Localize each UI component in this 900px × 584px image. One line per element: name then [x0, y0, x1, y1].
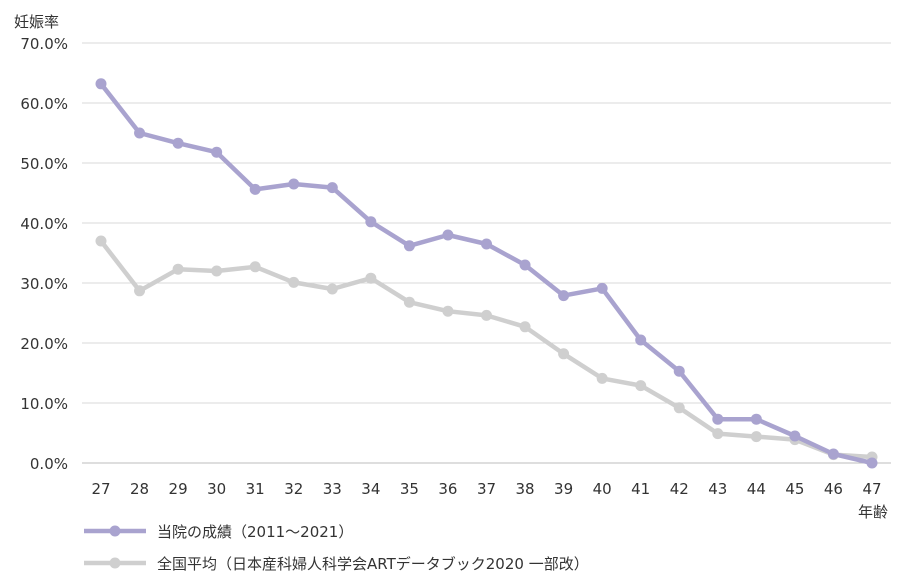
legend-item: 全国平均（日本産科婦人科学会ARTデータブック2020 一部改）	[84, 555, 589, 573]
x-axis-title: 年齢	[858, 503, 888, 521]
x-tick-label: 41	[631, 480, 650, 498]
data-point	[365, 216, 377, 228]
data-point	[596, 372, 608, 384]
legend-label: 全国平均（日本産科婦人科学会ARTデータブック2020 一部改）	[157, 555, 589, 573]
y-tick-label: 30.0%	[20, 275, 68, 293]
data-point	[326, 182, 338, 194]
data-point	[750, 413, 762, 425]
data-point	[481, 309, 492, 321]
data-point	[95, 78, 107, 90]
y-tick-label: 0.0%	[30, 455, 68, 473]
data-point	[673, 402, 685, 414]
data-point	[442, 229, 454, 241]
series-1	[95, 78, 878, 469]
x-tick-label: 39	[554, 480, 573, 498]
x-tick-label: 31	[246, 480, 265, 498]
data-point	[596, 282, 608, 294]
data-point	[365, 272, 377, 284]
series-2	[95, 235, 878, 463]
x-tick-label: 45	[785, 480, 804, 498]
legend-swatch-marker	[109, 525, 121, 537]
data-point	[519, 259, 531, 271]
data-point	[211, 265, 223, 277]
y-axis-title: 妊娠率	[14, 13, 59, 31]
data-point	[134, 285, 146, 297]
data-point	[288, 276, 300, 288]
x-tick-label: 32	[284, 480, 303, 498]
y-tick-label: 20.0%	[20, 335, 68, 353]
x-tick-label: 38	[516, 480, 535, 498]
legend-item: 当院の成績（2011～2021）	[84, 523, 353, 541]
data-point	[866, 457, 878, 469]
data-point	[827, 448, 839, 460]
data-point	[172, 137, 184, 149]
x-tick-label: 43	[708, 480, 727, 498]
legend-label: 当院の成績（2011～2021）	[157, 523, 353, 541]
data-point	[558, 290, 570, 302]
data-point	[673, 365, 685, 377]
gridlines	[82, 42, 891, 464]
x-tick-label: 40	[593, 480, 612, 498]
data-point	[635, 380, 647, 392]
y-tick-label: 50.0%	[20, 155, 68, 173]
x-axis-ticks: 27 28 29 30 31 32 33 34 35 36 37 38 39 40 41 42 43 44 45 46…	[91, 480, 881, 498]
y-tick-label: 70.0%	[20, 35, 68, 53]
x-tick-label: 47	[862, 480, 881, 498]
x-tick-label: 42	[670, 480, 689, 498]
data-point	[712, 428, 724, 440]
data-point	[172, 263, 184, 275]
legend: 当院の成績（2011～2021） 全国平均（日本産科婦人科学会ARTデータブック2…	[84, 523, 589, 573]
data-point	[403, 296, 415, 308]
data-point	[442, 305, 454, 317]
x-tick-label: 27	[91, 480, 110, 498]
data-point	[288, 178, 300, 190]
x-tick-label: 44	[747, 480, 766, 498]
series-group	[95, 78, 878, 469]
data-point	[249, 183, 261, 195]
data-point	[712, 413, 724, 425]
data-point	[789, 430, 801, 442]
y-axis-ticks: 0.0% 10.0% 20.0% 30.0% 40.0% 50.0% 60.0% 70.0%	[20, 35, 68, 473]
data-point	[558, 348, 570, 360]
x-tick-label: 30	[207, 480, 226, 498]
data-point	[95, 235, 107, 247]
y-tick-label: 10.0%	[20, 395, 68, 413]
data-point	[519, 321, 531, 333]
y-tick-label: 60.0%	[20, 95, 68, 113]
y-tick-label: 40.0%	[20, 215, 68, 233]
data-point	[750, 431, 762, 443]
data-point	[635, 334, 647, 346]
x-tick-label: 37	[477, 480, 496, 498]
x-tick-label: 36	[438, 480, 457, 498]
data-point	[211, 146, 223, 158]
data-point	[134, 127, 146, 139]
data-point	[403, 240, 415, 252]
x-tick-label: 33	[323, 480, 342, 498]
x-tick-label: 29	[169, 480, 188, 498]
x-tick-label: 34	[361, 480, 380, 498]
x-tick-label: 35	[400, 480, 419, 498]
data-point	[249, 261, 261, 273]
x-tick-label: 46	[824, 480, 843, 498]
data-point	[481, 238, 492, 250]
x-tick-label: 28	[130, 480, 149, 498]
data-point	[326, 283, 338, 295]
legend-swatch-marker	[109, 557, 121, 569]
